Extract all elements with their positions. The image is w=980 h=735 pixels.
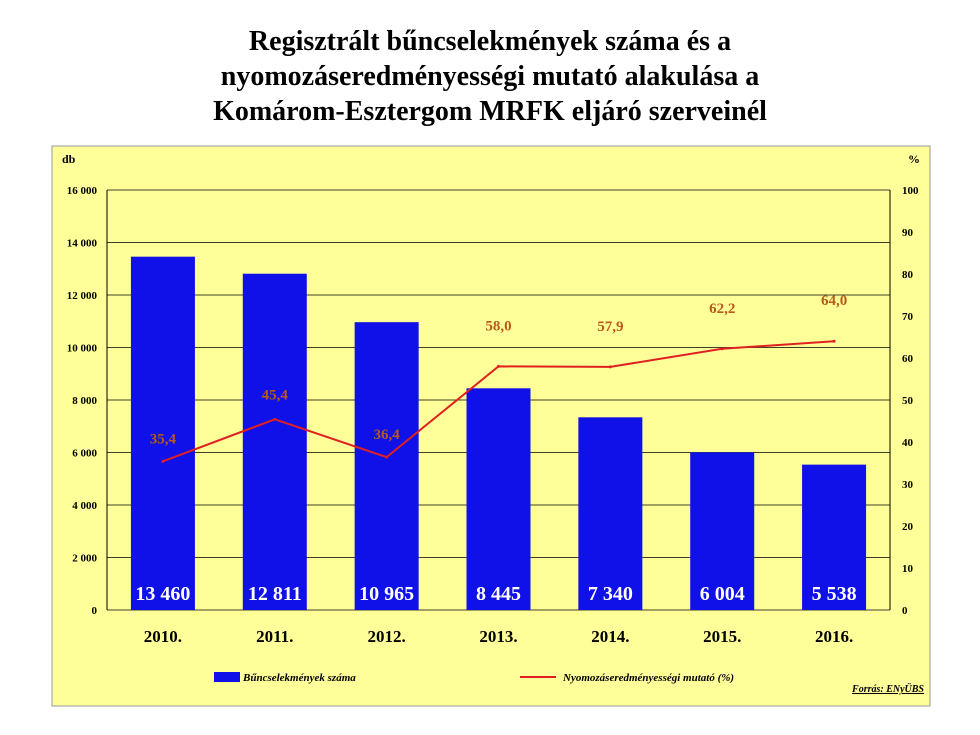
bar: [466, 388, 531, 610]
legend-line-label: Nyomozáseredményességi mutató (%): [562, 672, 734, 684]
x-tick-label: 2015.: [703, 627, 741, 646]
chart-title-line-3: Komárom-Esztergom MRFK eljáró szerveinél: [213, 96, 767, 127]
y-left-tick-label: 10 000: [67, 343, 98, 355]
bar: [578, 417, 643, 610]
bar: [130, 256, 195, 610]
y-right-tick-label: 0: [902, 605, 908, 617]
bar-series: [130, 256, 867, 610]
x-tick-label: 2011.: [256, 627, 293, 646]
bar-value-label: 13 460: [135, 583, 190, 605]
y-right-tick-label: 80: [902, 269, 914, 281]
y-right-tick-label: 70: [902, 311, 914, 323]
y-right-tick-label: 30: [902, 479, 914, 491]
y-left-tick-label: 6 000: [72, 448, 97, 460]
chart-title: Regisztrált bűncselekmények száma és a n…: [0, 24, 980, 129]
x-tick-label: 2012.: [368, 627, 406, 646]
bar-value-label: 6 004: [700, 583, 745, 605]
legend-bar-swatch: [214, 672, 240, 682]
y-left-tick-label: 2 000: [72, 553, 97, 565]
line-value-label: 62,2: [709, 301, 735, 317]
y-right-tick-label: 50: [902, 395, 914, 407]
line-point: [832, 339, 836, 343]
line-value-label: 45,4: [262, 387, 289, 403]
x-tick-label: 2013.: [479, 627, 517, 646]
bar-value-label: 5 538: [812, 583, 857, 605]
line-point: [161, 459, 165, 463]
bar-value-label: 8 445: [476, 583, 521, 605]
y-right-tick-label: 60: [902, 353, 914, 365]
line-value-label: 57,9: [597, 319, 623, 335]
y-left-tick-label: 14 000: [67, 238, 98, 250]
y-left-tick-label: 8 000: [72, 395, 97, 407]
line-point: [608, 365, 612, 369]
axes: 0 2 000 4 000 6 000 8 000 10 000 12 000 14 000 1…: [67, 185, 919, 646]
bar: [690, 452, 755, 610]
chart-title-line-2: nyomozáseredményességi mutató alakulása …: [220, 61, 760, 92]
y-left-tick-label: 16 000: [67, 185, 98, 197]
line-point: [497, 364, 500, 368]
bar: [802, 464, 867, 610]
data-labels: 13 460 12 811 10 965 8 445 7 340 6 004 5 538 35…: [135, 293, 856, 605]
source-note: Forrás: ENyÜBS: [851, 682, 924, 695]
line-value-label: 35,4: [150, 431, 177, 447]
x-tick-label: 2014.: [591, 627, 629, 646]
chart-frame: [51, 145, 931, 707]
y-left-tick-label: 12 000: [67, 290, 98, 302]
legend: Bűncselekmények száma Nyomozáseredményes…: [214, 672, 734, 684]
x-tick-label: 2010.: [144, 627, 182, 646]
line-value-label: 36,4: [374, 427, 401, 443]
legend-bar-label: Bűncselekmények száma: [242, 672, 356, 684]
line-point: [273, 417, 277, 421]
line-point: [385, 455, 389, 459]
y-right-tick-label: 100: [902, 185, 919, 197]
y-right-tick-label: 20: [902, 521, 914, 533]
chart-title-line-1: Regisztrált bűncselekmények száma és a: [248, 26, 732, 57]
bar: [242, 273, 307, 610]
y-right-tick-label: 10: [902, 563, 914, 575]
line-value-label: 64,0: [821, 293, 847, 309]
bar: [354, 322, 419, 610]
y-right-tick-label: 90: [902, 227, 914, 239]
y-right-unit: %: [908, 152, 920, 166]
x-tick-label: 2016.: [815, 627, 853, 646]
y-left-unit: db: [62, 152, 76, 166]
line-series: [161, 339, 836, 463]
y-right-tick-label: 40: [902, 437, 914, 449]
bar-value-label: 10 965: [359, 583, 414, 605]
y-left-tick-label: 0: [92, 605, 98, 617]
bar-value-label: 7 340: [588, 583, 633, 605]
y-left-tick-label: 4 000: [72, 500, 97, 512]
line-value-label: 58,0: [485, 318, 511, 334]
bar-value-label: 12 811: [248, 583, 302, 605]
line-point: [720, 347, 724, 351]
